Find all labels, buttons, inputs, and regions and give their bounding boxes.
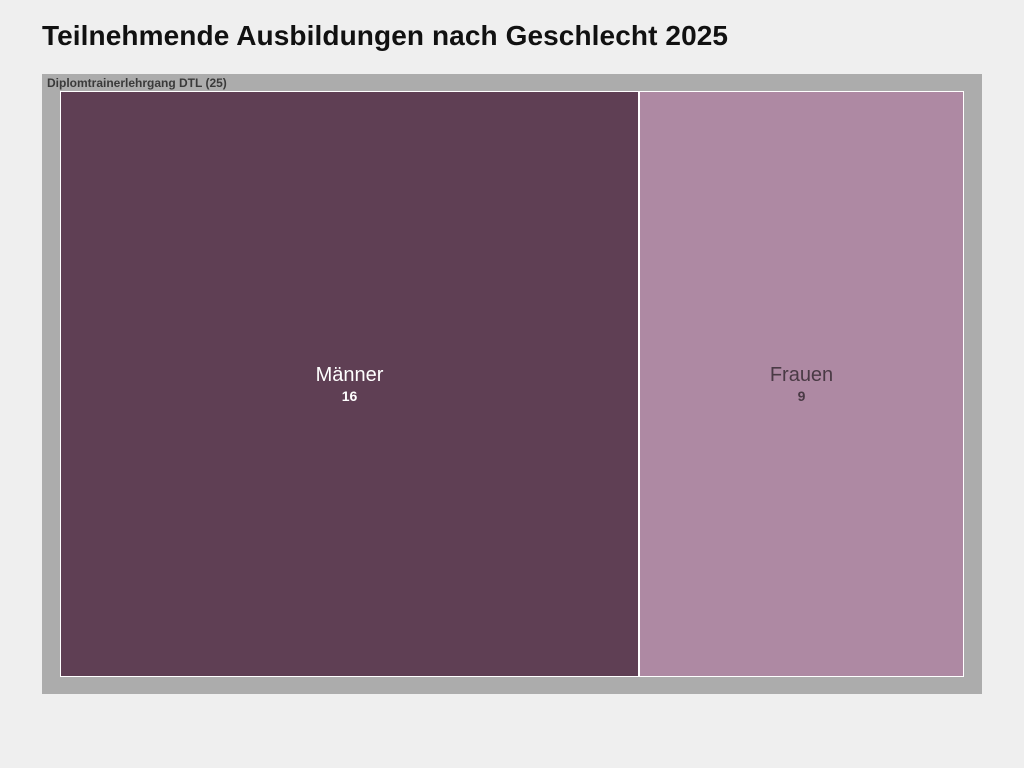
tile-value: 9 — [797, 388, 806, 404]
tile-value: 16 — [341, 388, 358, 404]
tile-label: Männer — [315, 364, 384, 386]
page-title: Teilnehmende Ausbildungen nach Geschlech… — [42, 20, 729, 51]
treemap-tiles: Männer 16 Frauen 9 — [60, 91, 964, 677]
tile-label: Frauen — [769, 364, 834, 386]
treemap-tile[interactable]: Männer 16 — [60, 91, 639, 677]
treemap-tile[interactable]: Frauen 9 — [639, 91, 964, 677]
group-label: Diplomtrainerlehrgang DTL (25) — [47, 76, 227, 90]
treemap-chart: Diplomtrainerlehrgang DTL (25) Männer 16 F… — [42, 74, 982, 694]
